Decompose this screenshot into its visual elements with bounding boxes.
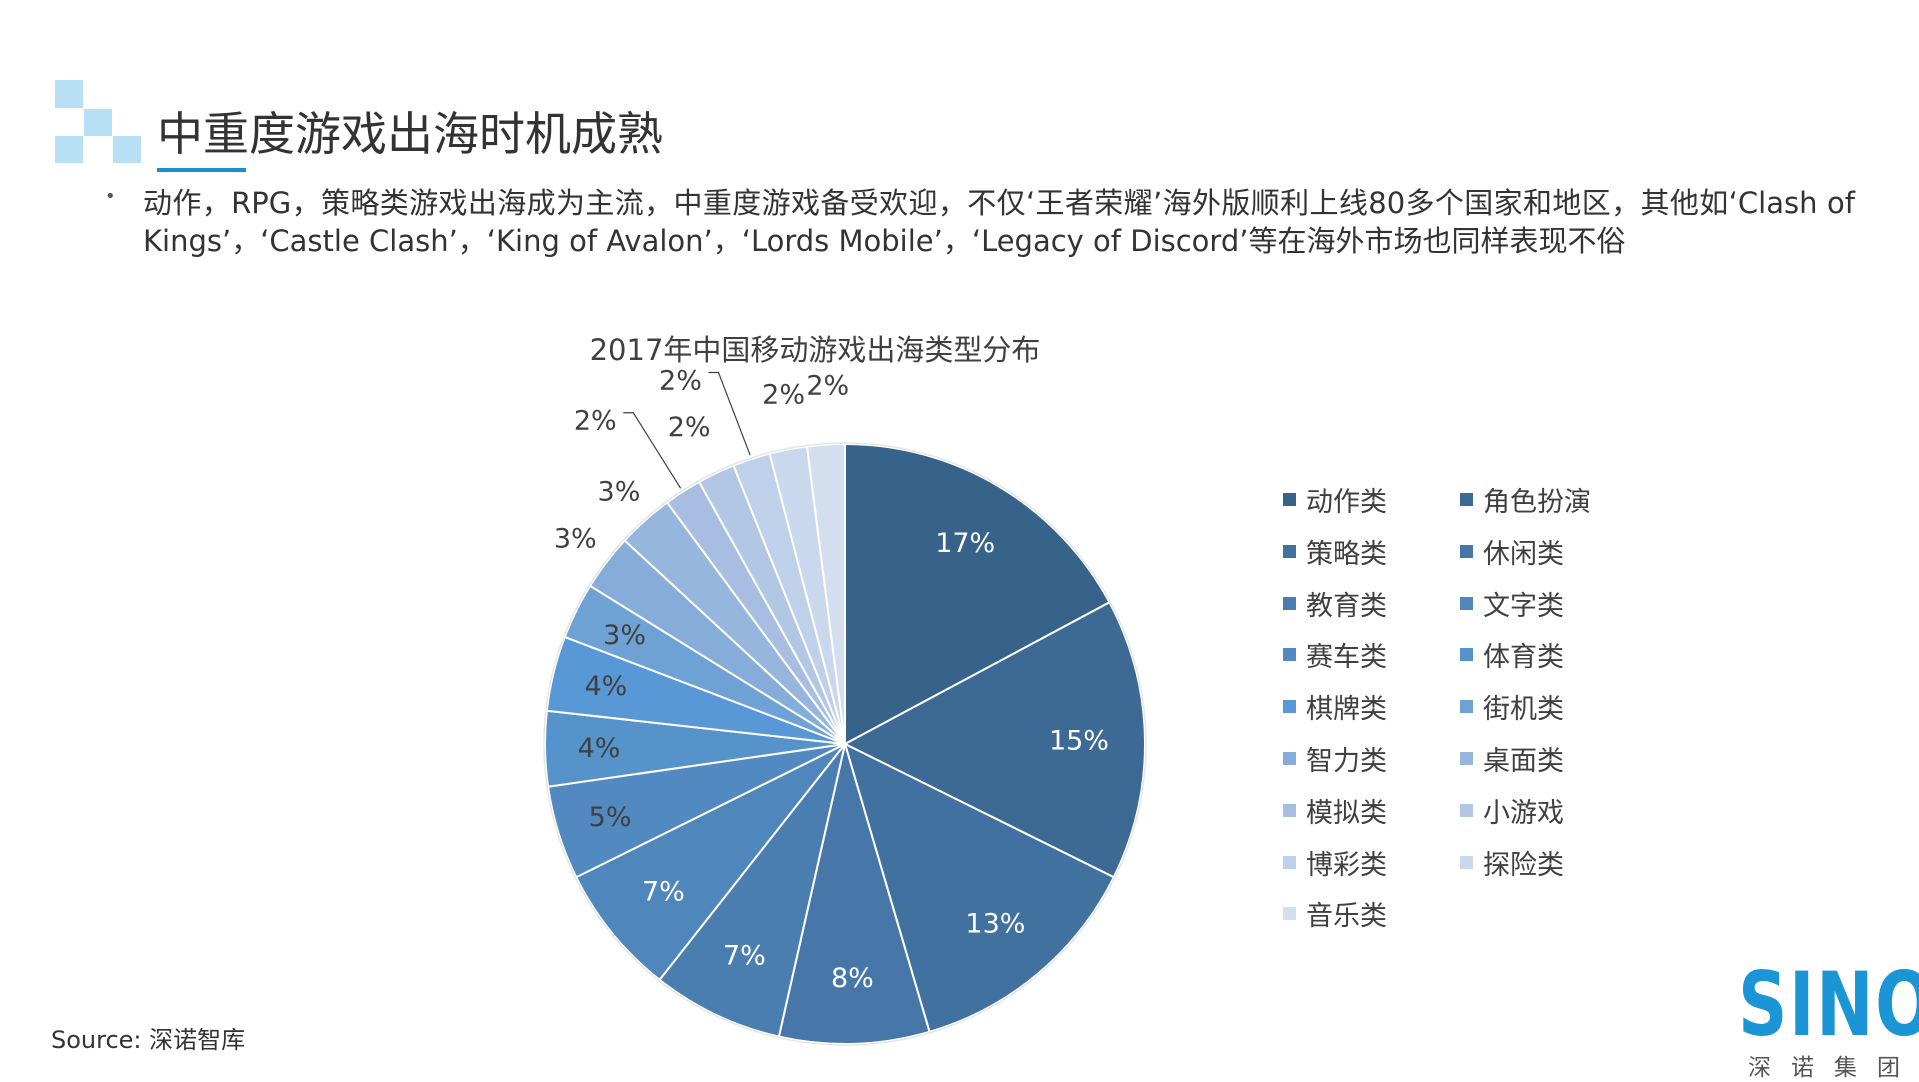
legend-swatch xyxy=(1283,596,1296,610)
legend-item: 棋牌类 xyxy=(1283,687,1387,726)
data-label: 2% xyxy=(668,412,711,443)
pie-slice-2 xyxy=(843,742,1116,1034)
legend-label: 赛车类 xyxy=(1306,642,1387,674)
data-label: 17% xyxy=(935,528,995,559)
legend-item: 小游戏 xyxy=(1460,791,1564,830)
legend-swatch xyxy=(1460,596,1473,610)
legend-swatch xyxy=(1460,803,1473,817)
legend-swatch xyxy=(1460,493,1473,506)
logo-square xyxy=(84,109,112,136)
pie-slice-0 xyxy=(844,442,1111,746)
legend-swatch xyxy=(1283,855,1296,869)
data-label: 15% xyxy=(1049,725,1109,756)
legend-item: 体育类 xyxy=(1460,635,1564,674)
legend-item: 策略类 xyxy=(1283,532,1387,571)
legend-label: 教育类 xyxy=(1306,590,1387,622)
data-label: 3% xyxy=(554,524,597,555)
legend-item: 模拟类 xyxy=(1283,791,1387,830)
leader-line xyxy=(708,371,751,456)
legend-label: 桌面类 xyxy=(1483,746,1564,777)
legend-item: 动作类 xyxy=(1283,480,1387,519)
chart-title: 2017年中国移动游戏出海类型分布 xyxy=(589,333,1041,367)
legend-item: 音乐类 xyxy=(1283,894,1387,933)
legend-label: 音乐类 xyxy=(1306,901,1387,933)
legend-swatch xyxy=(1283,700,1296,714)
data-label: 5% xyxy=(589,802,632,833)
legend-label: 棋牌类 xyxy=(1306,694,1387,726)
legend-label: 休闲类 xyxy=(1483,538,1564,570)
logo-text: SINO xyxy=(1738,953,1919,1056)
legend-label: 探险类 xyxy=(1483,849,1564,881)
legend-label: 策略类 xyxy=(1306,538,1387,570)
legend-item: 教育类 xyxy=(1283,584,1387,623)
logo-subtext: 深诺集团 xyxy=(1748,1055,1919,1081)
legend-label: 角色扮演 xyxy=(1483,487,1591,518)
data-label: 4% xyxy=(585,671,628,702)
legend-label: 体育类 xyxy=(1483,642,1564,674)
legend-item: 文字类 xyxy=(1460,584,1564,623)
legend-swatch xyxy=(1460,700,1473,714)
legend-item: 休闲类 xyxy=(1460,532,1564,571)
legend-item: 智力类 xyxy=(1283,739,1387,778)
legend-swatch xyxy=(1460,855,1473,869)
legend-label: 动作类 xyxy=(1306,487,1387,518)
legend-item: 博彩类 xyxy=(1283,843,1387,882)
legend-swatch xyxy=(1460,752,1473,765)
data-label: 2% xyxy=(574,406,617,437)
page-title: 中重度游戏出海时机成熟 xyxy=(157,107,663,161)
legend-item: 赛车类 xyxy=(1283,635,1387,674)
logo-square xyxy=(55,136,83,163)
logo-square xyxy=(55,80,83,108)
bullet-icon: • xyxy=(105,186,116,207)
legend-swatch xyxy=(1283,493,1296,506)
legend-swatch xyxy=(1283,907,1296,921)
pie-slice-5 xyxy=(574,743,846,982)
data-label: 2% xyxy=(806,371,849,402)
leader-line xyxy=(623,412,682,489)
legend-label: 文字类 xyxy=(1483,590,1564,622)
legend-item: 角色扮演 xyxy=(1460,480,1591,519)
legend-label: 模拟类 xyxy=(1306,797,1387,829)
legend-item: 探险类 xyxy=(1460,843,1564,882)
legend-swatch xyxy=(1283,544,1296,558)
title-underline xyxy=(157,168,246,172)
pie-slice-16 xyxy=(805,442,846,745)
legend-label: 智力类 xyxy=(1306,746,1387,777)
legend-swatch xyxy=(1283,648,1296,662)
logo-square xyxy=(113,136,141,163)
pie-slice-1 xyxy=(842,600,1146,879)
bullet-text: 动作，RPG，策略类游戏出海成为主流，中重度游戏备受欢迎，不仅‘王者荣耀’海外版… xyxy=(143,186,1855,258)
pie-slice-3 xyxy=(777,740,931,1045)
legend-swatch xyxy=(1460,648,1473,662)
legend-swatch xyxy=(1283,803,1296,817)
sino-logo: SINO 深诺集团 xyxy=(1738,953,1919,1082)
data-label: 7% xyxy=(642,877,685,908)
data-label: 13% xyxy=(965,908,1025,939)
legend-swatch xyxy=(1460,544,1473,558)
legend-label: 小游戏 xyxy=(1483,797,1564,829)
pie-slice-4 xyxy=(658,743,846,1038)
data-label: 3% xyxy=(603,620,646,651)
data-label: 2% xyxy=(762,379,805,410)
data-label: 7% xyxy=(723,940,766,971)
legend-item: 桌面类 xyxy=(1460,739,1564,778)
legend-label: 街机类 xyxy=(1483,694,1564,726)
pie-outline xyxy=(543,442,1147,1046)
data-label: 3% xyxy=(598,476,641,507)
data-label: 4% xyxy=(578,733,621,764)
legend-label: 博彩类 xyxy=(1306,849,1387,881)
legend-item: 街机类 xyxy=(1460,687,1564,726)
legend-swatch xyxy=(1283,752,1296,765)
source-note: Source: 深诺智库 xyxy=(51,1026,246,1054)
data-label: 8% xyxy=(831,963,874,994)
data-label: 2% xyxy=(659,366,702,397)
